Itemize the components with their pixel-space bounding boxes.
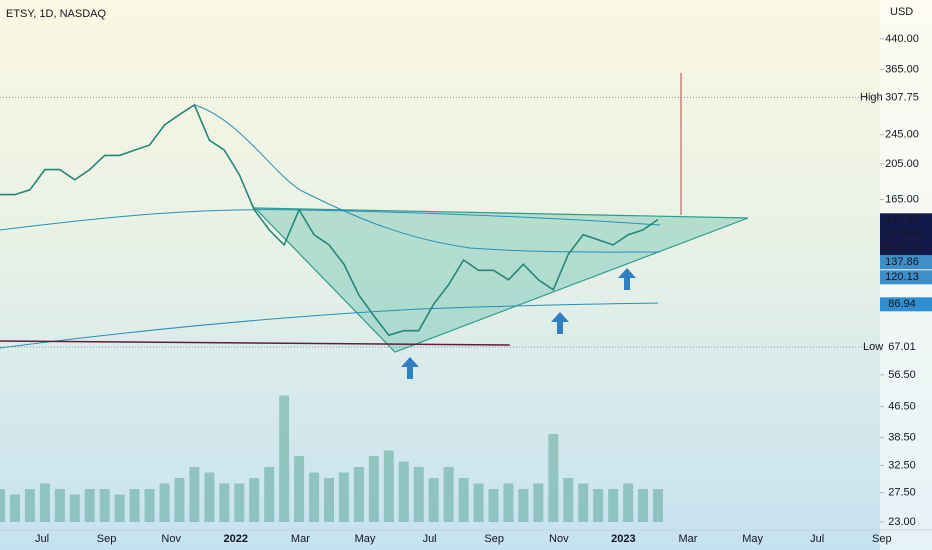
volume-bar — [309, 472, 320, 522]
x-tick-label: May — [742, 533, 763, 545]
volume-bar — [279, 395, 290, 522]
y-tick-label: 27.50 — [888, 487, 916, 499]
volume-bar — [608, 489, 619, 522]
currency: USD — [890, 6, 913, 18]
y-tick-label: 205.00 — [885, 158, 919, 170]
ma-label-box — [880, 270, 932, 285]
arrow-up — [401, 357, 419, 379]
last-price-box — [880, 213, 932, 256]
low-label: Low — [863, 341, 883, 353]
ma-label-box — [880, 255, 932, 270]
y-tick-label: 23.00 — [888, 516, 916, 528]
volume-bar — [39, 483, 50, 522]
volume-bar — [578, 483, 589, 522]
y-tick-label: 46.50 — [888, 401, 916, 413]
volume-bar — [503, 483, 514, 522]
chart-title: ETSY, 1D, NASDAQ — [6, 8, 106, 20]
volume-bar — [548, 434, 559, 522]
last-change: -12.65% — [882, 228, 923, 240]
volume-bar — [324, 478, 334, 522]
low-value: 67.01 — [888, 341, 916, 353]
volume-bar — [9, 494, 20, 522]
volume-bar — [338, 472, 349, 522]
volume-bar — [623, 483, 634, 522]
ma-label: 120.13 — [885, 271, 919, 283]
triangle-pattern — [253, 207, 749, 353]
volume-bar — [368, 456, 379, 522]
arrow-up — [618, 268, 636, 290]
countdown: 06:01:29 — [881, 242, 924, 254]
last-price: 145.25 — [885, 214, 919, 226]
y-tick-label: 440.00 — [885, 33, 919, 45]
arrow-up — [551, 312, 569, 334]
x-tick-label: Sep — [872, 533, 892, 545]
y-tick-label: 38.50 — [888, 432, 916, 444]
volume-bar — [114, 494, 125, 522]
y-tick-label: 165.00 — [885, 193, 919, 205]
y-tick-label: 32.50 — [888, 459, 916, 471]
volume-bar — [398, 461, 409, 522]
y-tick-label: 365.00 — [885, 63, 919, 75]
x-tick-label: Mar — [679, 533, 698, 545]
volume-bar — [234, 483, 245, 522]
volume-bar — [204, 472, 215, 522]
moving-average — [194, 104, 661, 253]
volume-bar — [294, 456, 305, 522]
x-tick-label: May — [355, 533, 376, 545]
volume-bar — [518, 489, 529, 522]
arrows — [401, 268, 636, 379]
x-tick-label: Jul — [810, 533, 824, 545]
volume-bar — [189, 467, 200, 522]
volume-bar — [249, 478, 260, 522]
volume-bar — [488, 489, 499, 522]
x-tick-label: Jul — [35, 533, 49, 545]
volume-bar — [24, 489, 35, 522]
x-tick-label: 2023 — [611, 533, 635, 545]
volume-bar — [458, 478, 469, 522]
volume-bar — [69, 494, 80, 522]
high-label: High — [860, 91, 883, 103]
volume-bar — [638, 489, 649, 522]
volume-bar — [473, 483, 484, 522]
volume-bar — [413, 467, 424, 522]
volume-bar — [593, 489, 604, 522]
volume-bar — [443, 467, 454, 522]
high-value: 307.75 — [885, 91, 919, 103]
volume-bar — [563, 478, 574, 522]
price-line — [0, 103, 659, 337]
volume-bar — [653, 489, 663, 522]
volume-bar — [353, 467, 364, 522]
volume-bar — [99, 489, 110, 522]
ma-label-box — [880, 297, 932, 312]
moving-average — [0, 302, 659, 349]
x-tick-label: 2022 — [224, 533, 248, 545]
x-tick-label: Mar — [291, 533, 310, 545]
volume-bar — [0, 489, 5, 522]
volume-bar — [533, 483, 544, 522]
x-tick-label: Nov — [161, 533, 181, 545]
x-tick-label: Jul — [423, 533, 437, 545]
y-tick-label: 56.50 — [888, 369, 916, 381]
volume-bar — [383, 450, 394, 522]
volume-bar — [54, 489, 65, 522]
x-tick-label: Sep — [97, 533, 117, 545]
volume-layer — [0, 395, 663, 522]
volume-bar — [129, 489, 140, 522]
volume-bar — [174, 478, 185, 522]
volume-bar — [159, 483, 170, 522]
ma-label: 86.94 — [888, 298, 916, 310]
volume-bar — [428, 478, 439, 522]
x-tick-label: Nov — [549, 533, 569, 545]
x-tick-label: Sep — [484, 533, 504, 545]
volume-bar — [264, 467, 275, 522]
ma-label: 137.86 — [885, 256, 919, 268]
y-tick-label: 245.00 — [885, 129, 919, 141]
support-line — [0, 340, 511, 346]
volume-bar — [219, 483, 230, 522]
volume-bar — [144, 489, 155, 522]
volume-bar — [84, 489, 95, 522]
